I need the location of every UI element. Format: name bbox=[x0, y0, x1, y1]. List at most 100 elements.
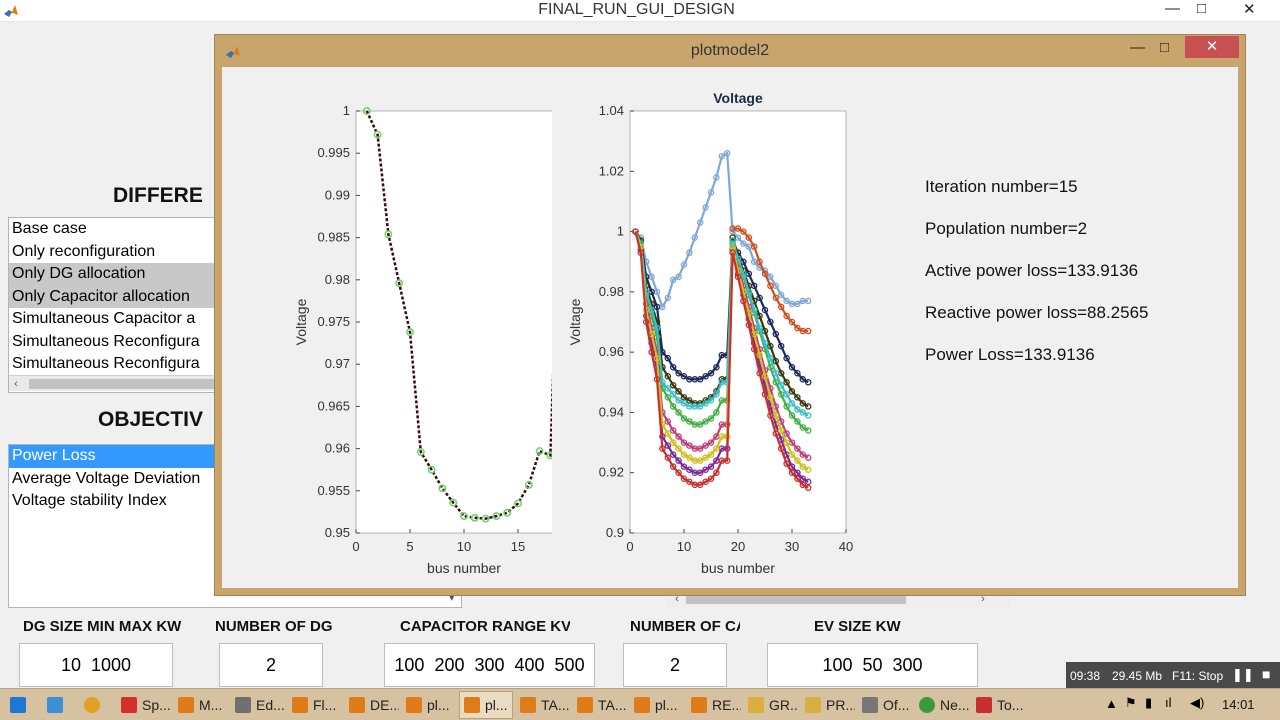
x-tick-label: 30 bbox=[785, 539, 799, 554]
series-point bbox=[729, 243, 736, 250]
num-dg-input[interactable]: 2 bbox=[219, 643, 323, 687]
stop-icon[interactable]: ■ bbox=[1262, 666, 1271, 682]
taskbar-app-button[interactable]: pl... bbox=[459, 691, 513, 719]
taskbar-clock[interactable]: 14:01 bbox=[1222, 697, 1255, 712]
y-axis-label: Voltage bbox=[293, 298, 309, 345]
scroll-left-icon[interactable]: ‹ bbox=[14, 378, 18, 390]
taskbar-app-button[interactable]: M... bbox=[174, 691, 228, 719]
close-button[interactable]: ✕ bbox=[1243, 1, 1256, 18]
series-point bbox=[772, 357, 780, 365]
taskbar-app-button[interactable]: Fl... bbox=[288, 691, 342, 719]
ev-size-input[interactable]: 100 50 300 bbox=[767, 643, 978, 687]
tray-volume-icon[interactable]: ◀) bbox=[1190, 695, 1205, 710]
plot-window[interactable]: plotmodel2 — □ ✕ 051015200.950.9550.960.… bbox=[214, 34, 1246, 596]
scenario-hscrollbar[interactable]: ‹ bbox=[9, 375, 237, 391]
chart-title: Voltage bbox=[713, 90, 763, 106]
file-explorer-button[interactable] bbox=[43, 691, 77, 719]
taskbar-app-button[interactable]: Of... bbox=[858, 691, 912, 719]
plot-close-button[interactable]: ✕ bbox=[1185, 36, 1239, 58]
taskbar-app-button[interactable]: To... bbox=[972, 691, 1026, 719]
series-point bbox=[675, 388, 682, 395]
scroll-right-icon[interactable]: › bbox=[981, 593, 985, 605]
series-point bbox=[686, 478, 693, 486]
plot-minimize-button[interactable]: — bbox=[1130, 39, 1145, 56]
series-point bbox=[777, 382, 785, 389]
taskbar-app-button[interactable]: RE... bbox=[687, 691, 741, 719]
taskbar-app-button[interactable]: TA... bbox=[573, 691, 627, 719]
series-point bbox=[745, 321, 753, 329]
y-tick-label: 0.94 bbox=[599, 404, 624, 419]
minimize-button[interactable]: — bbox=[1165, 0, 1180, 17]
maximize-button[interactable]: □ bbox=[1197, 0, 1207, 17]
series-line bbox=[634, 231, 809, 483]
taskbar-app-label: pl... bbox=[427, 697, 450, 713]
scenario-list-item[interactable]: Base case bbox=[12, 220, 87, 237]
series-point bbox=[772, 294, 780, 302]
data-point bbox=[470, 513, 479, 522]
dg-size-input[interactable]: 10 1000 bbox=[19, 643, 173, 687]
series-point bbox=[686, 466, 693, 473]
series-point bbox=[696, 445, 704, 452]
x-tick-label: 0 bbox=[352, 539, 359, 554]
app-icon bbox=[748, 697, 764, 713]
taskbar-app-button[interactable]: Ed... bbox=[231, 691, 285, 719]
tray-chevron-icon[interactable]: ▲ bbox=[1105, 696, 1118, 711]
series-point bbox=[799, 409, 807, 416]
taskbar-app-button[interactable]: pl... bbox=[630, 691, 684, 719]
series-point bbox=[767, 273, 774, 281]
scenario-list-item[interactable]: Simultaneous Reconfigura bbox=[12, 355, 200, 372]
series-point bbox=[707, 397, 715, 404]
chrome-button[interactable] bbox=[80, 691, 114, 719]
taskbar-app-button[interactable]: Sp... bbox=[117, 691, 171, 719]
taskbar-app-label: pl... bbox=[485, 697, 508, 713]
objective-list-item[interactable]: Average Voltage Deviation bbox=[12, 469, 201, 487]
scenario-list-item[interactable]: Only DG allocation bbox=[9, 263, 237, 286]
taskbar-app-button[interactable]: Ne... bbox=[915, 691, 969, 719]
taskbar-app-button[interactable]: pl... bbox=[402, 691, 456, 719]
scenario-list-item[interactable]: Simultaneous Capacitor a bbox=[12, 310, 196, 327]
series-point bbox=[756, 351, 763, 359]
series-point bbox=[648, 348, 655, 356]
series-point bbox=[680, 463, 688, 470]
scenario-list-item[interactable]: Only Capacitor allocation bbox=[9, 285, 237, 308]
taskbar-app-button[interactable]: DE... bbox=[345, 691, 399, 719]
scenario-list-item[interactable]: Only reconfiguration bbox=[12, 242, 156, 260]
series-point bbox=[713, 469, 720, 476]
series-point bbox=[680, 400, 688, 407]
series-point bbox=[799, 424, 807, 431]
recorder-hint[interactable]: F11: Stop bbox=[1172, 669, 1224, 683]
capacitor-range-input[interactable]: 100 200 300 400 500 bbox=[384, 643, 595, 687]
series-point bbox=[740, 228, 747, 235]
scenario-list-item[interactable]: Simultaneous Reconfigura bbox=[12, 332, 200, 350]
pause-icon[interactable]: ❚❚ bbox=[1232, 667, 1254, 682]
y-tick-label: 1 bbox=[617, 224, 624, 239]
tray-signal-icon[interactable]: ıl bbox=[1165, 695, 1172, 710]
series-point bbox=[637, 249, 645, 256]
series-point bbox=[783, 379, 790, 386]
num-capacitor-input[interactable]: 2 bbox=[623, 643, 727, 687]
app-icon bbox=[47, 697, 63, 713]
taskbar-app-button[interactable]: TA... bbox=[516, 691, 570, 719]
start-button[interactable] bbox=[6, 691, 40, 719]
series-point bbox=[767, 282, 774, 290]
series-point bbox=[756, 258, 763, 265]
series-point bbox=[669, 403, 677, 410]
taskbar-app-button[interactable]: PR... bbox=[801, 691, 855, 719]
data-point bbox=[514, 499, 522, 508]
plot-titlebar[interactable]: plotmodel2 — □ ✕ bbox=[215, 35, 1245, 67]
series-point bbox=[804, 427, 812, 434]
y-tick-label: 0.995 bbox=[317, 145, 350, 160]
scroll-thumb[interactable] bbox=[686, 594, 906, 604]
objective-list-item[interactable]: Voltage stability Index bbox=[12, 492, 167, 509]
y-tick-label: 0.975 bbox=[317, 314, 350, 329]
dropdown-arrow-icon[interactable]: ▾ bbox=[449, 592, 455, 604]
scroll-thumb[interactable] bbox=[29, 379, 229, 389]
scenario-listbox[interactable]: Base case Only reconfiguration Only DG all… bbox=[8, 217, 238, 393]
taskbar-app-button[interactable]: GR... bbox=[744, 691, 798, 719]
scroll-left-icon[interactable]: ‹ bbox=[675, 593, 679, 605]
plot-maximize-button[interactable]: □ bbox=[1160, 39, 1170, 56]
tray-flag-icon[interactable]: ⚑ bbox=[1125, 695, 1137, 710]
y-tick-label: 1.02 bbox=[599, 163, 624, 178]
tray-network-icon[interactable]: ▮ bbox=[1145, 695, 1153, 710]
series-point bbox=[783, 439, 790, 446]
